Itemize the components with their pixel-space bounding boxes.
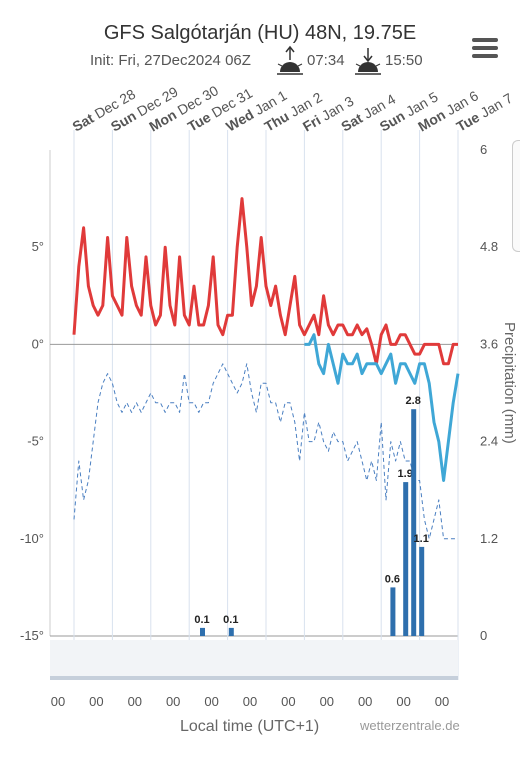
brand-link[interactable]: wetterzentrale.de (360, 718, 460, 733)
x-tick-label: 00 (435, 694, 449, 709)
series-tmax (72, 197, 458, 366)
init-label: Init: Fri, 27Dec2024 06Z (90, 52, 251, 69)
header-icons (277, 45, 381, 75)
series-tmin (304, 333, 460, 482)
sunrise-icon (277, 45, 303, 75)
precip-label: 1.1 (414, 533, 429, 545)
y-right-tick: 1.2 (480, 531, 498, 546)
sunrise-time: 07:34 (307, 52, 345, 69)
menu-icon[interactable] (472, 38, 498, 58)
chart-title: GFS Salgótarján (HU) 48N, 19.75E (103, 22, 417, 44)
precip-label: 0.1 (223, 614, 238, 626)
y-left-tick: -15° (20, 628, 44, 643)
side-handle[interactable] (512, 140, 520, 252)
sunset-icon (355, 48, 381, 75)
precip-bar (411, 409, 417, 636)
sunset-time: 15:50 (385, 52, 423, 69)
x-tick-label: 00 (51, 694, 65, 709)
y-left-tick: -10° (20, 531, 44, 546)
precip-bar (403, 482, 409, 636)
x-tick-label: 00 (358, 694, 372, 709)
x-tick-label: 00 (89, 694, 103, 709)
y-left-tick: -5° (27, 434, 44, 449)
y-right-tick: 0 (480, 628, 487, 643)
precip-label: 2.8 (406, 395, 421, 407)
precip-bar (200, 627, 205, 636)
x-tick-label: 00 (396, 694, 410, 709)
x-tick-label: 00 (128, 694, 142, 709)
y-right-tick: 3.6 (480, 336, 498, 351)
y-right-label: Precipitation (mm) (501, 322, 518, 444)
chart-header: GFS Salgótarján (HU) 48N, 19.75E Init: F… (0, 0, 520, 110)
y-right-tick: 6 (480, 142, 487, 157)
y-right-tick: 2.4 (480, 434, 498, 449)
x-axis-label: Local time (UTC+1) (180, 718, 320, 735)
x-tick-label: 00 (166, 694, 180, 709)
x-tick-label: 00 (243, 694, 257, 709)
precip-label: 0.6 (385, 573, 400, 585)
x-tick-label: 00 (204, 694, 218, 709)
x-tick-label: 00 (320, 694, 334, 709)
y-left-tick: 5° (32, 239, 44, 254)
precip-bar (419, 546, 425, 636)
series-dewpoint (73, 363, 458, 540)
y-right-tick: 4.8 (480, 239, 498, 254)
precip-label: 1.9 (398, 468, 413, 480)
precip-label: 0.1 (194, 614, 209, 626)
wind-strip (50, 640, 458, 678)
precip-bar (228, 627, 234, 636)
x-tick-label: 00 (281, 694, 295, 709)
precip-bar (390, 587, 396, 636)
y-left-tick: 0° (32, 336, 44, 351)
